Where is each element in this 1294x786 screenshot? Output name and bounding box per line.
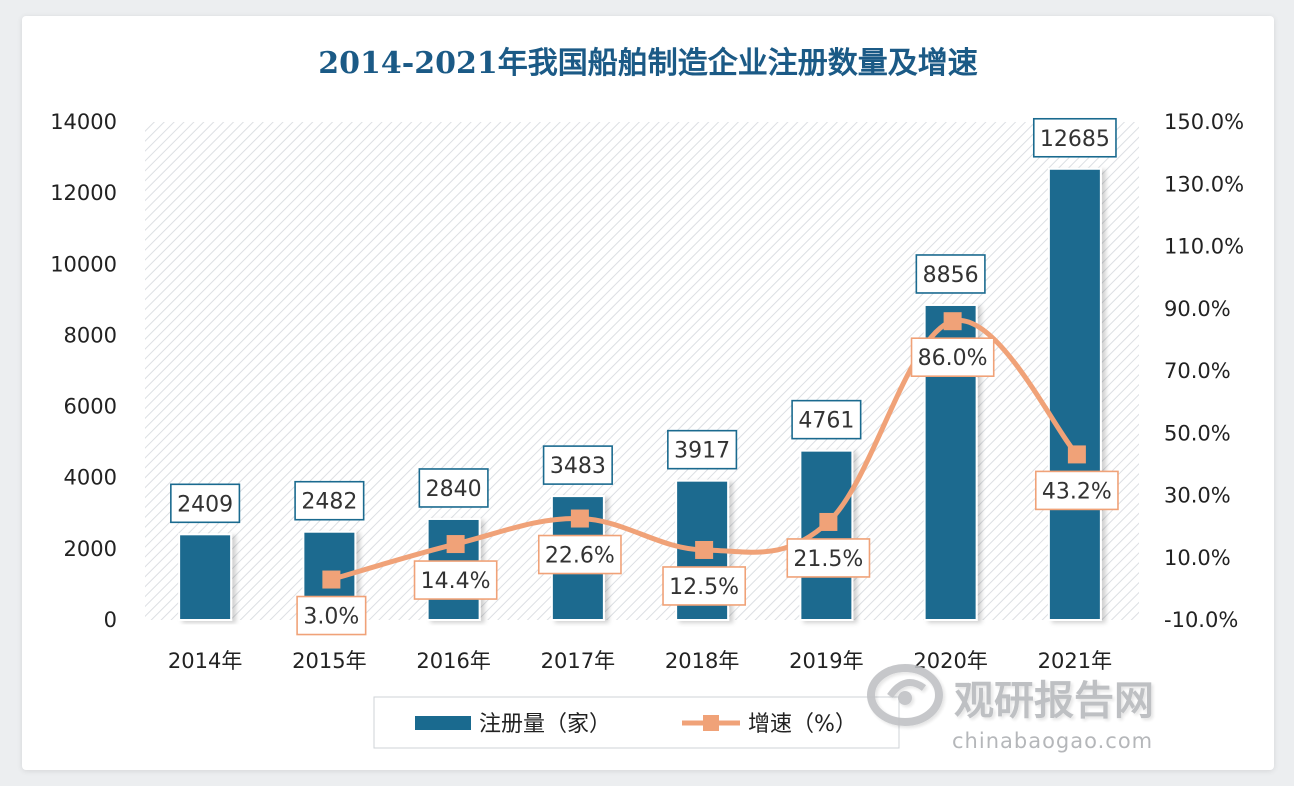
bar-data-labels: 2409 2482 2840 3483 3917 4761 8856 12685: [170, 117, 1117, 524]
watermark-brand: 观研报告网: [954, 678, 1154, 724]
line-data-label: 3.0%: [303, 605, 359, 630]
legend-bar-swatch: [415, 716, 471, 730]
line-data-label: 22.6%: [545, 544, 615, 569]
bar-data-label-box: [915, 254, 986, 294]
right-tick-label: 110.0%: [1164, 235, 1244, 259]
chart: 2014-2021年我国船舶制造企业注册数量及增速 0 2000 4000 6000 8…: [50, 46, 1244, 753]
line-data-label-box: [537, 534, 622, 575]
line-point: [446, 535, 465, 554]
watermark-domain: chinabaogao.com: [952, 729, 1153, 753]
right-axis: -10.0% 10.0% 30.0% 50.0% 70.0% 90.0% 110.0% 130…: [1164, 110, 1244, 632]
right-tick-label: 50.0%: [1164, 421, 1231, 445]
category-tick-label: 2019年: [789, 649, 863, 673]
bar-data-label: 3483: [550, 454, 606, 479]
chart-card: 2014-2021年我国船舶制造企业注册数量及增速 0 2000 4000 6000 8…: [22, 16, 1274, 770]
category-tick-label: 2017年: [541, 649, 615, 673]
legend-line-marker: [703, 715, 719, 731]
category-axis: 2014年 2015年 2016年 2017年 2018年 2019年 2020年 2021年: [168, 649, 1112, 673]
left-tick-label: 12000: [50, 181, 117, 205]
left-tick-label: 10000: [50, 252, 117, 276]
right-tick-label: -10.0%: [1164, 608, 1238, 632]
bar-data-label: 2840: [426, 477, 482, 502]
bar: [1047, 167, 1102, 621]
bar-data-label-box: [791, 399, 862, 440]
bar-data-label-box: [667, 429, 738, 470]
category-tick-label: 2014年: [168, 649, 242, 673]
left-axis: 0 2000 4000 6000 8000 10000 12000 14000: [50, 110, 117, 632]
legend-line-label: 增速（%）: [748, 712, 857, 737]
chart-title: 2014-2021年我国船舶制造企业注册数量及增速: [318, 46, 977, 81]
line-series: [322, 312, 1086, 589]
line-point: [819, 512, 838, 531]
right-tick-label: 150.0%: [1164, 110, 1244, 134]
bar-data-label: 2409: [177, 492, 233, 517]
watermark-logo-icon: [867, 664, 943, 726]
right-tick-label: 70.0%: [1164, 359, 1231, 383]
category-tick-label: 2016年: [416, 649, 490, 673]
line-data-label-box: [786, 538, 871, 578]
line-data-label-box: [413, 560, 498, 600]
bar-data-label: 4761: [798, 409, 854, 434]
line-point: [570, 509, 589, 528]
category-tick-label: 2015年: [292, 649, 366, 673]
line-data-label: 12.5%: [669, 575, 739, 600]
line-data-label-box: [910, 337, 995, 378]
line-data-labels: 3.0% 14.4% 22.6% 12.5% 21.5% 86.0% 43.2%: [296, 337, 1119, 636]
bar-data-label: 2482: [301, 490, 357, 515]
bar-data-label: 3917: [674, 439, 730, 464]
watermark: 观研报告网 chinabaogao.com: [867, 664, 1154, 753]
line-data-label-box: [1034, 470, 1119, 511]
line-data-label-box: [296, 595, 367, 636]
line-point: [943, 312, 962, 331]
bar-data-label: 8856: [923, 263, 979, 288]
line-point: [695, 540, 714, 559]
right-tick-label: 130.0%: [1164, 172, 1244, 196]
left-tick-label: 4000: [64, 466, 117, 490]
legend: 注册量（家） 增速（%）: [373, 696, 900, 749]
right-tick-label: 30.0%: [1164, 484, 1231, 508]
line-point: [1067, 445, 1086, 464]
line-point: [322, 570, 341, 589]
left-tick-label: 0: [104, 608, 117, 632]
category-tick-label: 2018年: [665, 649, 739, 673]
right-tick-label: 90.0%: [1164, 297, 1231, 321]
bar-data-label-box: [1032, 117, 1117, 158]
category-tick-label: 2021年: [1038, 649, 1112, 673]
bar: [178, 533, 233, 621]
line-data-label-box: [662, 566, 747, 606]
line-data-label: 86.0%: [918, 346, 988, 371]
left-tick-label: 8000: [64, 323, 117, 347]
line-data-label: 21.5%: [793, 547, 863, 572]
left-tick-label: 6000: [64, 395, 117, 419]
line-data-label: 43.2%: [1042, 479, 1112, 504]
legend-bar-label: 注册量（家）: [479, 712, 611, 737]
right-tick-label: 10.0%: [1164, 546, 1231, 570]
line-data-label: 14.4%: [421, 569, 491, 594]
bar-data-label: 12685: [1040, 127, 1110, 152]
left-tick-label: 14000: [50, 110, 117, 134]
bar-data-label-box: [294, 480, 365, 521]
bar-data-label-box: [542, 445, 613, 485]
bar-data-label-box: [170, 483, 241, 524]
left-tick-label: 2000: [64, 537, 117, 561]
bar-data-label-box: [418, 468, 489, 508]
